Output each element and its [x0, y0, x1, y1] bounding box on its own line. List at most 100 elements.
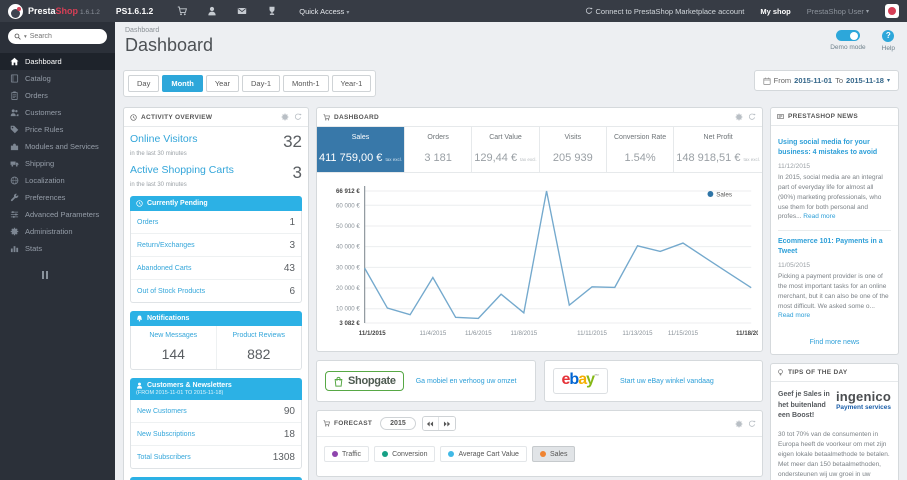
tip-heading: Geef je Sales in het buitenland een Boos… [778, 391, 830, 420]
activity-stat-link[interactable]: Online Visitors [130, 133, 198, 145]
sidebar-item-modules-and-services[interactable]: Modules and Services [0, 138, 115, 155]
messages-icon[interactable] [237, 6, 247, 16]
date-to-label: To [835, 76, 844, 85]
refresh-icon[interactable] [748, 113, 756, 121]
read-more-link[interactable]: Read more [778, 312, 811, 320]
help-icon[interactable]: ? [882, 30, 895, 42]
sidebar-menu: Dashboard Catalog Orders Customers Price Rul… [0, 53, 115, 257]
kpi-cart-value[interactable]: Cart Value 129,44 € tax excl. [472, 127, 540, 172]
range-day-1-button[interactable]: Day-1 [242, 75, 281, 92]
refresh-icon[interactable] [294, 113, 302, 121]
find-more-news-link[interactable]: Find more news [809, 339, 860, 347]
stats-trophy-icon[interactable] [267, 6, 277, 16]
activity-stat-link[interactable]: Active Shopping Carts [130, 164, 234, 176]
sidebar-item-orders[interactable]: Orders [0, 87, 115, 104]
list-item[interactable]: Abandoned Carts 43 [131, 257, 301, 280]
sidebar-item-customers[interactable]: Customers [0, 104, 115, 121]
ebay-logo[interactable]: ebay™ [552, 368, 608, 394]
notification-cell[interactable]: New Messages 144 [131, 326, 217, 369]
news-article-title[interactable]: Using social media for your business: 4 … [778, 139, 878, 157]
search-input[interactable] [29, 33, 100, 40]
chart-icon [10, 244, 19, 253]
legend-label: Conversion [392, 450, 428, 458]
previous-year-button[interactable] [422, 417, 439, 430]
marketplace-link[interactable]: Connect to PrestaShop Marketplace accoun… [585, 7, 744, 16]
kpi-sales[interactable]: Sales 411 759,00 € tax excl. [317, 127, 405, 172]
sidebar-item-localization[interactable]: Localization [0, 172, 115, 189]
my-shop-link[interactable]: My shop [760, 6, 791, 16]
kpi-orders[interactable]: Orders 3 181 [405, 127, 473, 172]
forecast-year-button[interactable]: 2015 [380, 417, 416, 430]
kpi-value: 411 759,00 € tax excl. [319, 152, 402, 164]
sidebar-item-dashboard[interactable]: Dashboard [0, 53, 115, 70]
cart-icon[interactable] [177, 6, 188, 16]
list-item[interactable]: New Customers 90 [131, 400, 301, 423]
sidebar-item-label: Customers [25, 108, 62, 117]
legend-dot-icon [539, 451, 546, 457]
sidebar-item-preferences[interactable]: Preferences [0, 189, 115, 206]
news-article-title[interactable]: Ecommerce 101: Payments in a Tweet [778, 238, 883, 256]
user-menu[interactable]: PrestaShop User ▾ [806, 6, 869, 16]
row-label: Total Subscribers [137, 453, 191, 461]
next-year-button[interactable] [438, 417, 455, 430]
tips-panel-title: TIPS OF THE DAY [777, 369, 848, 376]
customers-icon[interactable] [207, 6, 217, 16]
sidebar-item-stats[interactable]: Stats [0, 240, 115, 257]
svg-text:10 000 €: 10 000 € [336, 306, 360, 313]
gear-icon[interactable] [281, 113, 289, 121]
forecast-legend-average-cart-value[interactable]: Average Cart Value [440, 446, 527, 462]
range-year-button[interactable]: Year [205, 75, 239, 92]
forecast-legend-conversion[interactable]: Conversion [374, 446, 436, 462]
search-scope-caret-icon[interactable]: ▾ [24, 33, 27, 40]
ebay-link[interactable]: Start uw eBay winkel vandaag [620, 377, 714, 385]
gear-icon[interactable] [735, 113, 743, 121]
tags-icon [10, 125, 19, 134]
help-control: ? Help [882, 30, 895, 52]
list-item[interactable]: Out of Stock Products 6 [131, 280, 301, 302]
forecast-legend-traffic[interactable]: Traffic [324, 446, 370, 462]
range-day-button[interactable]: Day [128, 75, 160, 92]
quick-access-menu[interactable]: Quick Access ▾ [299, 6, 350, 16]
chevron-down-icon: ▾ [865, 8, 869, 15]
kpi-conversion-rate[interactable]: Conversion Rate 1.54% [607, 127, 675, 172]
demo-mode-toggle[interactable] [835, 30, 860, 41]
sidebar-item-price-rules[interactable]: Price Rules [0, 121, 115, 138]
legend-label: Traffic [342, 450, 362, 458]
prestashop-logo[interactable]: PrestaShop 1.6.1.2 [8, 3, 100, 19]
clipboard-icon [10, 91, 19, 100]
svg-text:Sales: Sales [716, 191, 732, 198]
double-chevron-right-icon [443, 420, 451, 428]
activity-stat: Active Shopping Carts 3 in the last 30 min… [130, 164, 302, 188]
kpi-value: 129,44 € tax excl. [474, 152, 537, 164]
sidebar-item-administration[interactable]: Administration [0, 223, 115, 240]
sidebar-item-advanced-parameters[interactable]: Advanced Parameters [0, 206, 115, 223]
range-month-1-button[interactable]: Month-1 [283, 75, 329, 92]
notification-cell[interactable]: Product Reviews 882 [217, 326, 302, 369]
shopgate-link[interactable]: Ga mobiel en verhoog uw omzet [415, 377, 517, 385]
sidebar-collapse-button[interactable] [42, 271, 115, 279]
news-article-date: 11/12/2015 [778, 163, 811, 171]
ingenico-logo[interactable]: ingenico Payment services [835, 389, 891, 412]
gear-icon[interactable] [735, 420, 743, 428]
sidebar-item-label: Price Rules [25, 125, 64, 134]
row-value: 1308 [272, 451, 295, 463]
range-year-1-button[interactable]: Year-1 [331, 75, 372, 92]
kpi-net-profit[interactable]: Net Profit 148 918,51 € tax excl. [674, 127, 762, 172]
breadcrumb[interactable]: Dashboard [125, 27, 160, 34]
list-item[interactable]: Total Subscribers 1308 [131, 446, 301, 468]
range-month-button[interactable]: Month [162, 75, 203, 92]
sidebar-item-shipping[interactable]: Shipping [0, 155, 115, 172]
read-more-link[interactable]: Read more [803, 213, 836, 221]
date-range-picker[interactable]: From 2015-11-01 To 2015-11-18 ▾ [753, 70, 899, 91]
user-avatar[interactable] [885, 4, 899, 18]
list-item[interactable]: New Subscriptions 18 [131, 423, 301, 446]
shopgate-logo[interactable]: Shopgate [325, 371, 404, 391]
list-item[interactable]: Orders 1 [131, 211, 301, 234]
list-item[interactable]: Return/Exchanges 3 [131, 234, 301, 257]
tip-body: 30 tot 70% van de consumenten in Europa … [778, 430, 890, 478]
refresh-icon[interactable] [748, 419, 756, 428]
kpi-visits[interactable]: Visits 205 939 [540, 127, 607, 172]
sidebar-item-catalog[interactable]: Catalog [0, 70, 115, 87]
row-value: 18 [283, 428, 295, 440]
forecast-legend-sales[interactable]: Sales [531, 446, 576, 462]
